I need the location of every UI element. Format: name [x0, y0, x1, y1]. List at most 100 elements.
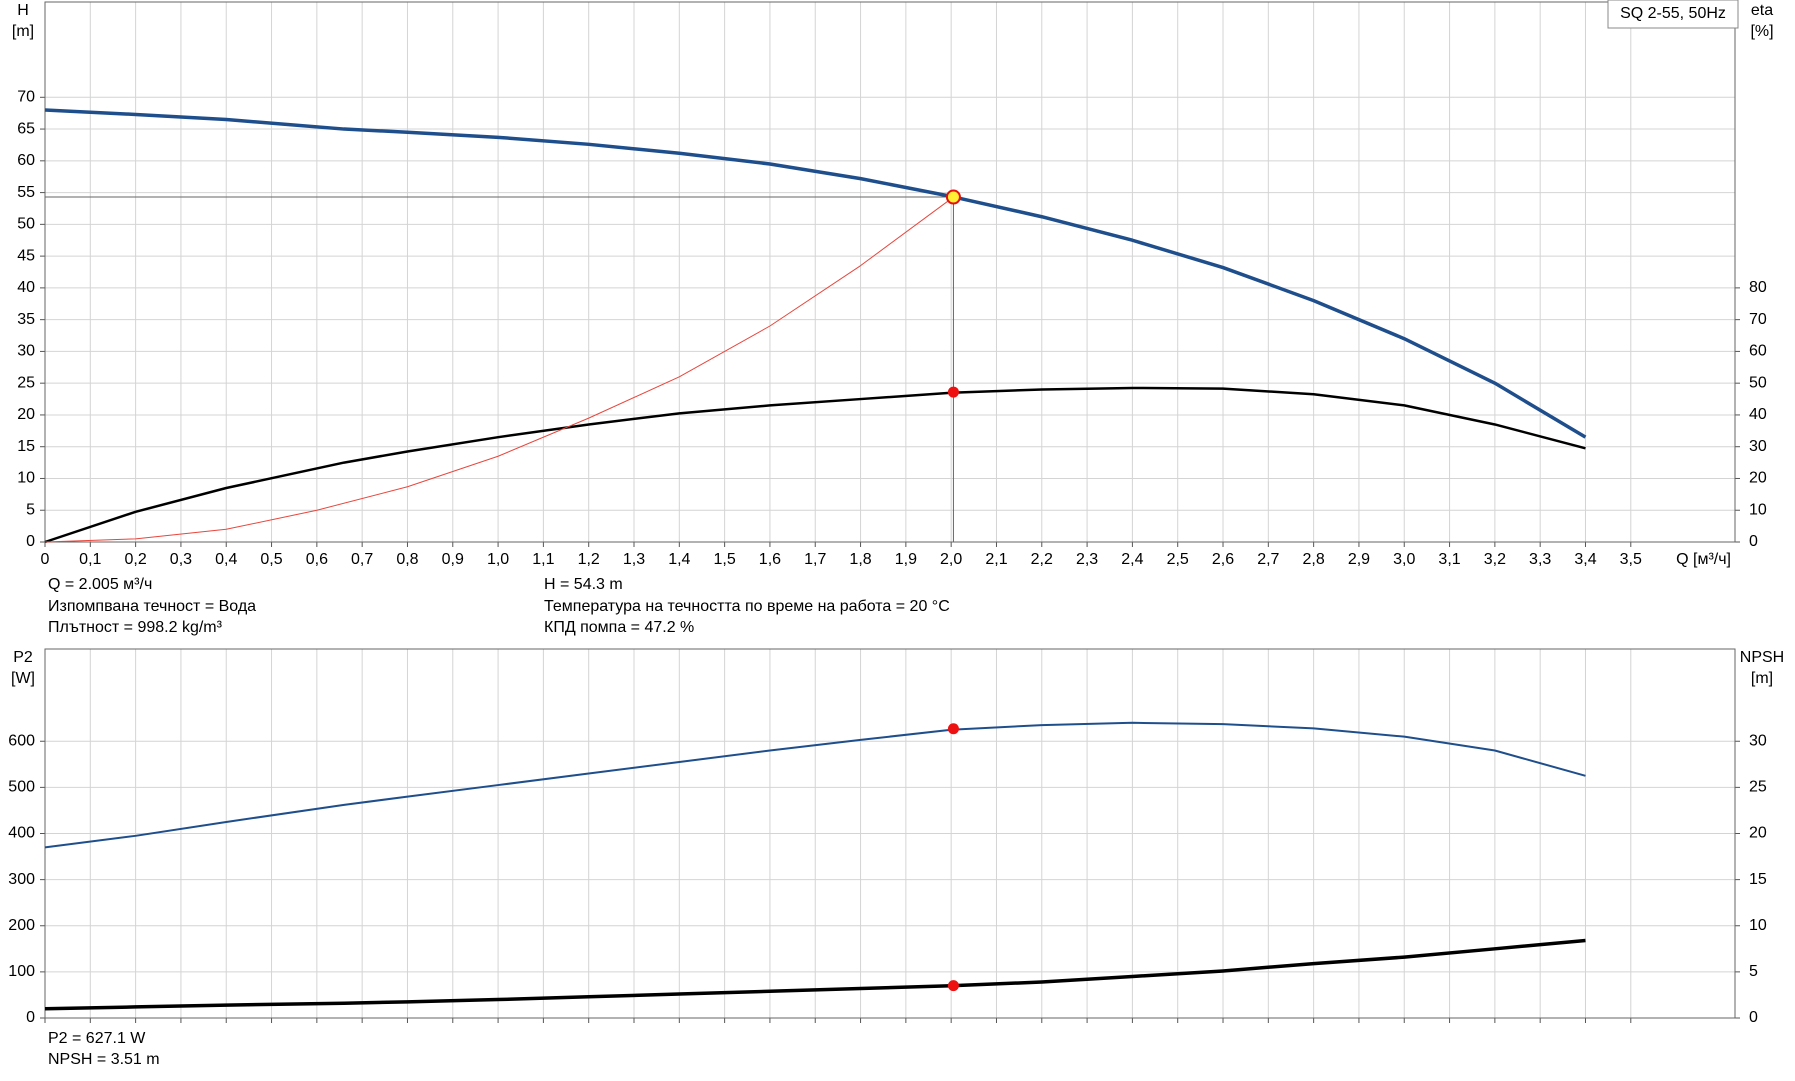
plot-frame: [44, 648, 1736, 1019]
y-tick-label: 55: [17, 184, 35, 201]
x-tick-label: 1,6: [759, 551, 781, 568]
y-axis-label: H: [17, 2, 29, 19]
x-tick-label: 2,1: [985, 551, 1007, 568]
y-axis-label: [m]: [12, 23, 34, 40]
y-tick-label: 200: [8, 917, 35, 934]
x-tick-label: 0,2: [124, 551, 146, 568]
x-tick-label: 0,5: [260, 551, 282, 568]
y2-axis-label: [m]: [1751, 670, 1773, 687]
annotation: P2 = 627.1 W: [48, 1030, 146, 1047]
y-axis-label: [W]: [11, 670, 35, 687]
x-tick-label: 2,7: [1257, 551, 1279, 568]
y-tick-label: 35: [17, 311, 35, 328]
y-tick-label: 60: [17, 152, 35, 169]
x-tick-label: 0,8: [396, 551, 418, 568]
x-tick-label: 0,7: [351, 551, 373, 568]
op-point-y2: [947, 980, 959, 992]
y2-tick-label: 15: [1749, 871, 1767, 888]
y-tick-label: 0: [26, 1009, 35, 1026]
y2-tick-label: 0: [1749, 1009, 1758, 1026]
y-tick-label: 15: [17, 438, 35, 455]
x-tick-label: 2,2: [1031, 551, 1053, 568]
y2-tick-label: 30: [1749, 732, 1767, 749]
y2-tick-label: 20: [1749, 470, 1767, 487]
x-tick-label: 1,0: [487, 551, 509, 568]
y-tick-label: 0: [26, 533, 35, 550]
y-tick-label: 30: [17, 343, 35, 360]
curve: [44, 196, 954, 543]
x-tick-label: 1,8: [849, 551, 871, 568]
legend-label: SQ 2-55, 50Hz: [1620, 5, 1726, 22]
x-tick-label: 2,4: [1121, 551, 1143, 568]
y2-axis-label: NPSH: [1740, 649, 1784, 666]
annotation: H = 54.3 m: [544, 576, 623, 593]
x-tick-label: 1,5: [713, 551, 735, 568]
y2-tick-label: 10: [1749, 501, 1767, 518]
y2-tick-label: 0: [1749, 533, 1758, 550]
y-tick-label: 400: [8, 825, 35, 842]
y-tick-label: 65: [17, 120, 35, 137]
curve: [44, 108, 1587, 439]
x-tick-label: 1,7: [804, 551, 826, 568]
y2-tick-label: 40: [1749, 406, 1767, 423]
y-tick-label: 600: [8, 732, 35, 749]
annotation: Q = 2.005 м³/ч: [48, 576, 152, 593]
y-tick-label: 50: [17, 216, 35, 233]
y-tick-label: 20: [17, 406, 35, 423]
x-tick-label: 1,3: [623, 551, 645, 568]
x-tick-label: 3,5: [1620, 551, 1642, 568]
y2-tick-label: 30: [1749, 438, 1767, 455]
annotation: NPSH = 3.51 m: [48, 1051, 160, 1068]
annotation: Температура на течността по време на раб…: [544, 598, 950, 615]
y-axis-label: P2: [13, 649, 33, 666]
y2-tick-label: 20: [1749, 825, 1767, 842]
plot-frame: [44, 1, 1736, 543]
legend-box: [1607, 0, 1739, 29]
y-tick-label: 300: [8, 871, 35, 888]
x-tick-label: 0,1: [79, 551, 101, 568]
y2-axis-label: [%]: [1750, 23, 1773, 40]
y2-tick-label: 70: [1749, 311, 1767, 328]
curve: [44, 386, 1586, 544]
x-tick-label: 0,9: [442, 551, 464, 568]
x-tick-label: 1,4: [668, 551, 690, 568]
x-tick-label: 2,9: [1348, 551, 1370, 568]
x-tick-label: 0: [41, 551, 50, 568]
x-tick-label: 2,3: [1076, 551, 1098, 568]
y2-axis-label: eta: [1751, 2, 1773, 19]
y2-tick-label: 10: [1749, 917, 1767, 934]
x-tick-label: 3,1: [1438, 551, 1460, 568]
y-tick-label: 100: [8, 963, 35, 980]
x-tick-label: 1,2: [578, 551, 600, 568]
x-tick-label: 0,4: [215, 551, 237, 568]
y2-tick-label: 25: [1749, 779, 1767, 796]
x-tick-label: 1,9: [895, 551, 917, 568]
y2-tick-label: 5: [1749, 963, 1758, 980]
y2-tick-label: 60: [1749, 343, 1767, 360]
y2-tick-label: 80: [1749, 279, 1767, 296]
x-tick-label: 1,1: [532, 551, 554, 568]
annotation: Изпомпвана течност = Вода: [48, 598, 256, 615]
x-tick-label: 0,6: [306, 551, 328, 568]
op-point: [945, 189, 961, 205]
y-tick-label: 25: [17, 374, 35, 391]
y-tick-label: 500: [8, 779, 35, 796]
x-axis-label: Q [м³/ч]: [1676, 551, 1731, 568]
x-tick-label: 3,0: [1393, 551, 1415, 568]
y-tick-label: 40: [17, 279, 35, 296]
op-point-y2: [947, 386, 959, 398]
curve: [44, 721, 1586, 849]
curve: [44, 938, 1586, 1011]
x-tick-label: 3,3: [1529, 551, 1551, 568]
x-tick-label: 3,4: [1574, 551, 1596, 568]
y-tick-label: 5: [26, 501, 35, 518]
x-tick-label: 2,0: [940, 551, 962, 568]
y-tick-label: 10: [17, 470, 35, 487]
x-tick-label: 2,6: [1212, 551, 1234, 568]
y-tick-label: 45: [17, 247, 35, 264]
op-point: [947, 723, 959, 735]
annotation: Плътност = 998.2 kg/m³: [48, 619, 223, 636]
y-tick-label: 70: [17, 89, 35, 106]
x-tick-label: 2,5: [1167, 551, 1189, 568]
